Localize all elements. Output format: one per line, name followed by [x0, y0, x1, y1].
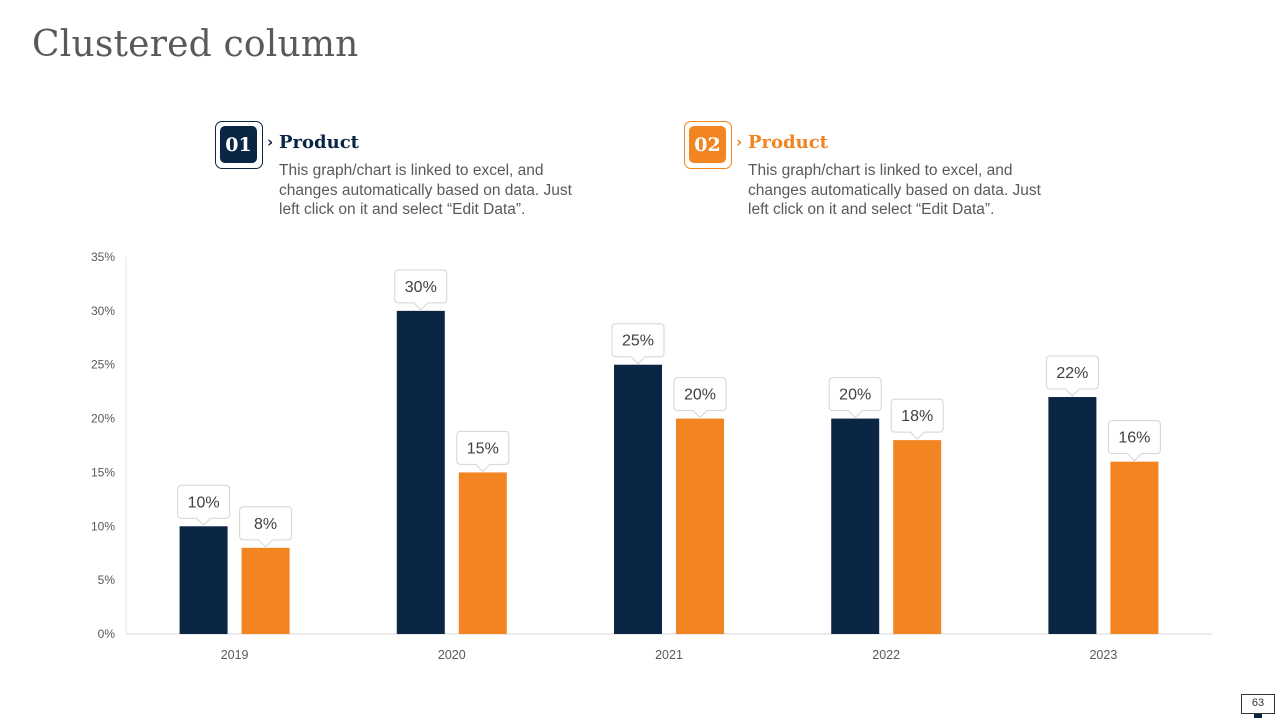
data-label: 15%	[467, 440, 499, 457]
x-tick-label: 2023	[1089, 648, 1117, 662]
bar-series-1	[831, 418, 880, 634]
y-tick-label: 15%	[91, 465, 115, 479]
data-label-callout	[177, 484, 231, 526]
x-tick-label: 2021	[655, 648, 683, 662]
bar-series-1	[179, 526, 228, 634]
data-label-callout	[611, 323, 665, 365]
y-tick-label: 0%	[98, 627, 116, 641]
data-label: 25%	[622, 333, 654, 350]
data-label-callout	[828, 377, 882, 419]
bar-series-1	[614, 364, 662, 634]
y-tick-label: 30%	[91, 304, 115, 318]
bar-series-1	[1048, 397, 1097, 634]
legend-heading: Product	[279, 132, 359, 153]
data-label-callout	[456, 430, 510, 473]
data-label: 16%	[1118, 430, 1150, 447]
legend-number: 01	[220, 126, 257, 163]
data-label-callout	[673, 377, 727, 419]
x-tick-label: 2022	[872, 648, 900, 662]
data-label-callout	[1045, 355, 1099, 397]
slide-title: Clustered column	[32, 24, 359, 65]
y-tick-label: 25%	[91, 358, 115, 372]
legend-item-product-1: 01 › Product This graph/chart is linked …	[215, 121, 635, 221]
legend-number-badge: 01	[215, 121, 263, 169]
data-label: 10%	[188, 494, 220, 511]
legend-item-product-2: 02 › Product This graph/chart is linked …	[684, 121, 1104, 221]
data-label: 18%	[901, 408, 933, 425]
legend-number: 02	[689, 126, 726, 163]
x-tick-label: 2019	[221, 648, 249, 662]
bar-series-2	[893, 440, 942, 634]
legend-description: This graph/chart is linked to excel, and…	[279, 162, 572, 218]
page-number: 63	[1241, 694, 1275, 714]
legend-description: This graph/chart is linked to excel, and…	[748, 162, 1041, 218]
y-tick-label: 10%	[91, 519, 115, 533]
chevron-right-icon: ›	[267, 133, 274, 151]
data-label-callout	[239, 506, 293, 548]
bar-series-2	[241, 547, 290, 634]
data-label: 20%	[684, 387, 716, 404]
data-label-callout	[1107, 420, 1161, 462]
bar-series-1	[396, 310, 445, 634]
bar-series-2	[676, 418, 724, 634]
bar-series-2	[458, 472, 507, 634]
y-tick-label: 20%	[91, 412, 115, 426]
legend-number-badge: 02	[684, 121, 732, 169]
data-label: 20%	[839, 387, 871, 404]
data-label-callout	[394, 269, 448, 311]
x-tick-label: 2020	[438, 648, 466, 662]
y-tick-label: 5%	[98, 573, 116, 587]
data-label: 8%	[254, 516, 277, 533]
data-label: 30%	[405, 279, 437, 296]
legend-heading: Product	[748, 132, 828, 153]
bar-series-2	[1110, 461, 1159, 634]
y-tick-label: 35%	[91, 250, 115, 264]
chevron-right-icon: ›	[736, 133, 743, 151]
data-label: 22%	[1056, 365, 1088, 382]
data-label-callout	[890, 398, 944, 440]
page-number-accent	[1254, 714, 1262, 718]
